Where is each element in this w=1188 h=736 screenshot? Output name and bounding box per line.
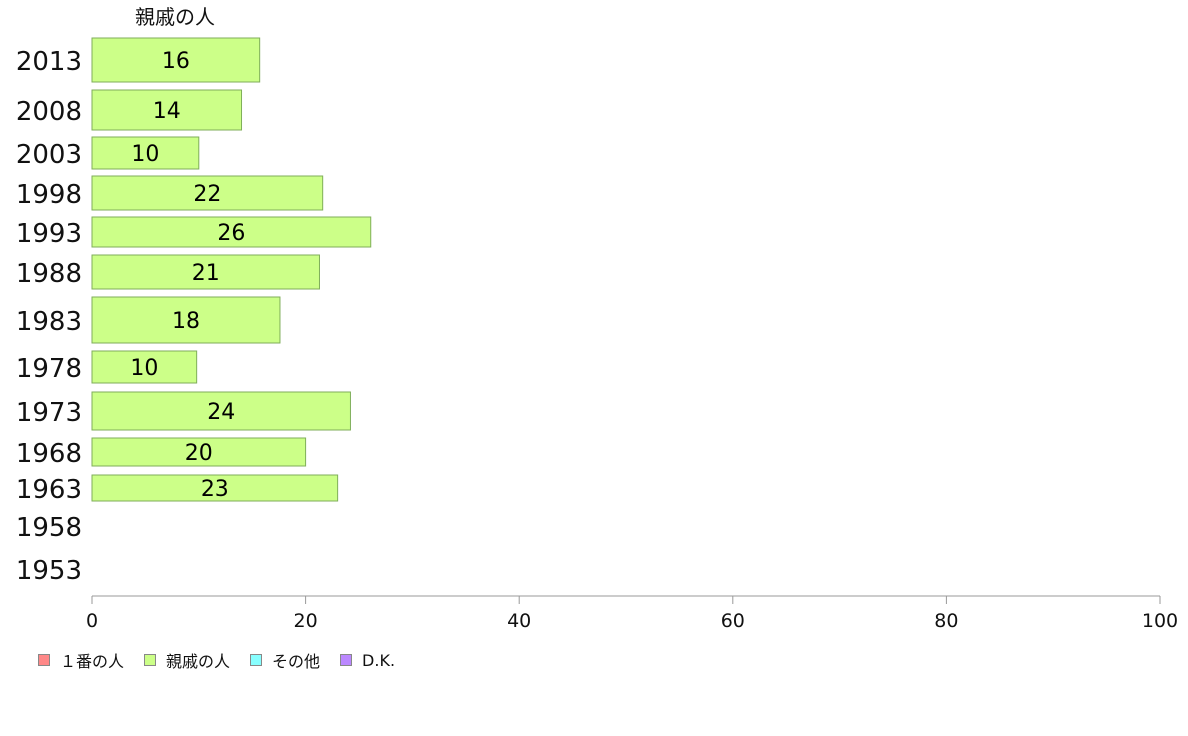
legend-swatch	[250, 654, 263, 666]
data-label: 14	[153, 99, 181, 124]
bar	[91, 89, 243, 131]
legend-label: その他	[272, 652, 321, 671]
data-label: 16	[162, 49, 190, 74]
y-tick-label: 2003	[16, 140, 82, 170]
y-tick-label: 1988	[16, 259, 82, 289]
y-tick-label: 1963	[16, 475, 82, 505]
y-tick-label: 2013	[16, 47, 82, 77]
bar	[91, 175, 324, 211]
data-label: 23	[201, 477, 229, 502]
legend-item: その他	[250, 648, 320, 672]
x-tick-label: 80	[934, 610, 958, 632]
bar	[91, 437, 307, 467]
data-label: 22	[193, 182, 221, 207]
bar	[91, 350, 198, 384]
bar	[91, 296, 281, 344]
legend: １番の人 親戚の人 その他 D.K.	[38, 648, 415, 672]
bar	[91, 136, 200, 170]
x-axis: 0 20 40 60 80 100	[86, 595, 1178, 632]
y-tick-label: 1998	[16, 180, 82, 210]
bar	[91, 474, 339, 502]
legend-swatch	[144, 654, 157, 666]
x-tick-label: 40	[507, 610, 531, 632]
y-tick-label: 1973	[16, 398, 82, 428]
legend-label: D.K.	[362, 650, 396, 670]
legend-swatch	[38, 654, 50, 666]
bar	[91, 391, 351, 431]
x-tick-label: 20	[294, 610, 318, 632]
y-tick-label: 1978	[16, 354, 82, 384]
y-tick-label: 1958	[16, 513, 82, 543]
data-label: 24	[207, 400, 235, 425]
bar	[91, 254, 320, 290]
bar	[91, 37, 261, 83]
y-tick-label: 2008	[16, 97, 82, 127]
y-tick-label: 1968	[16, 439, 82, 469]
x-tick-label: 100	[1142, 610, 1178, 632]
data-label: 10	[131, 142, 159, 167]
data-label: 21	[192, 261, 220, 286]
legend-item: 親戚の人	[144, 648, 230, 672]
legend-swatch	[340, 654, 353, 666]
x-tick-label: 0	[86, 610, 98, 632]
y-tick-label: 1993	[16, 219, 82, 249]
data-label: 10	[130, 356, 158, 381]
legend-label: 親戚の人	[166, 652, 231, 671]
data-label: 26	[217, 221, 245, 246]
legend-item: D.K.	[340, 651, 395, 670]
bar	[91, 216, 372, 248]
series-label: 親戚の人	[135, 5, 215, 29]
data-label: 18	[172, 309, 200, 334]
y-tick-label: 1983	[16, 307, 82, 337]
x-tick-label: 60	[721, 610, 745, 632]
y-tick-label: 1953	[16, 556, 82, 586]
legend-item: １番の人	[38, 648, 124, 672]
legend-label: １番の人	[60, 652, 125, 671]
data-label: 20	[185, 441, 213, 466]
